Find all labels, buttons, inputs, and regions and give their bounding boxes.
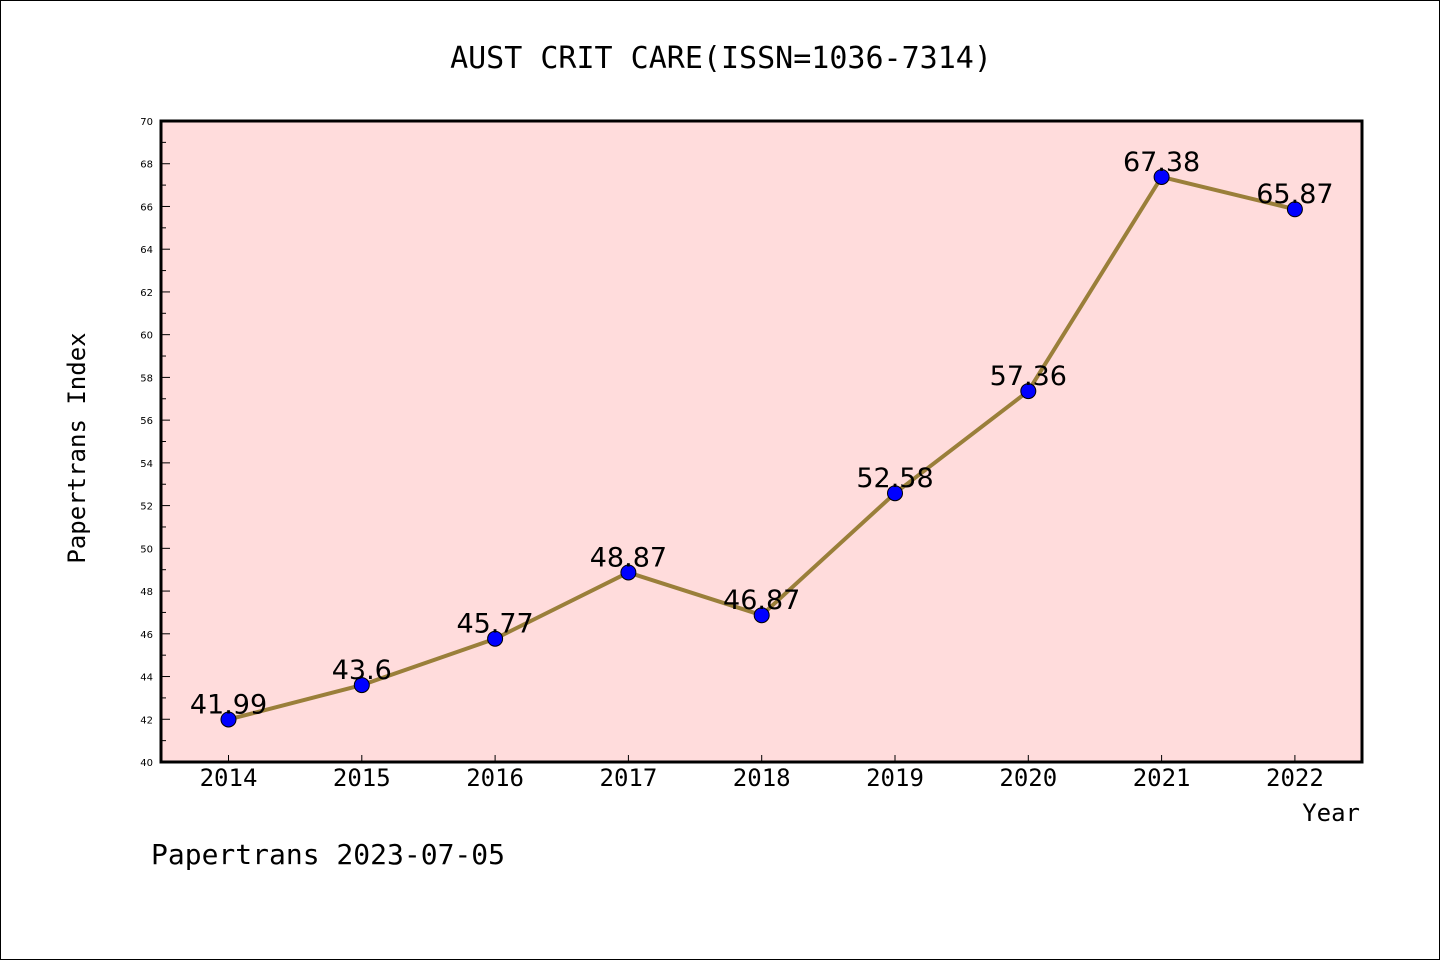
data-label: 65.87 [1256, 179, 1333, 210]
y-tick-label: 66 [140, 202, 153, 213]
data-point [753, 607, 770, 624]
data-point [1286, 201, 1303, 218]
x-tick-label: 2021 [1133, 764, 1191, 792]
data-point [353, 677, 370, 694]
data-point [887, 485, 903, 502]
x-tick-label: 2014 [200, 764, 258, 792]
data-label: 41.99 [190, 689, 267, 720]
y-tick-label: 48 [140, 587, 153, 598]
y-tick-label: 68 [140, 160, 153, 171]
y-tick-label: 70 [140, 117, 153, 128]
x-tick-label: 2016 [466, 764, 524, 792]
y-tick-label: 50 [140, 544, 153, 555]
plot-area [161, 121, 1362, 762]
plot-border [159, 119, 1364, 764]
data-label: 52.58 [856, 463, 933, 494]
y-tick-label: 64 [140, 245, 153, 256]
data-label: 46.87 [723, 585, 800, 616]
x-tick-label: 2022 [1266, 764, 1324, 792]
y-tick-label: 62 [140, 288, 153, 299]
x-tick-label: 2020 [999, 764, 1057, 792]
x-tick-label: 2018 [733, 764, 791, 792]
data-point [1153, 168, 1170, 185]
data-point [1020, 383, 1037, 400]
y-tick-label: 42 [140, 715, 153, 726]
data-label: 48.87 [590, 542, 667, 573]
y-tick-label: 44 [140, 673, 153, 684]
x-tick-label: 2019 [866, 764, 924, 792]
data-point [487, 630, 504, 647]
x-axis-ticks: 2014 2015 2016 2017 2018 2019 2020 2021 2022 [200, 755, 1324, 792]
data-point [220, 711, 237, 728]
x-axis-label: Year [1302, 799, 1360, 827]
data-label: 57.36 [990, 361, 1067, 392]
x-tick-label: 2017 [600, 764, 658, 792]
y-tick-label: 60 [140, 331, 153, 342]
y-tick-label: 56 [140, 416, 153, 427]
y-tick-label: 54 [140, 459, 153, 470]
footer-text: Papertrans 2023-07-05 [151, 838, 505, 871]
y-tick-label: 58 [140, 373, 153, 384]
y-tick-label: 52 [140, 502, 153, 513]
y-tick-label: 40 [140, 758, 153, 769]
data-label: 67.38 [1123, 147, 1200, 178]
series-group: 41.99 43.6 45.77 48.87 46.87 52.58 57.36 67.38 6… [190, 147, 1334, 728]
y-axis-label: Papertrans Index [63, 332, 91, 563]
x-tick-label: 2015 [333, 764, 391, 792]
chart-title: AUST CRIT CARE(ISSN=1036-7314) [450, 41, 992, 76]
data-label: 45.77 [456, 609, 533, 640]
data-label: 43.6 [332, 655, 392, 686]
data-point [620, 564, 637, 581]
y-tick-label: 46 [140, 630, 153, 641]
